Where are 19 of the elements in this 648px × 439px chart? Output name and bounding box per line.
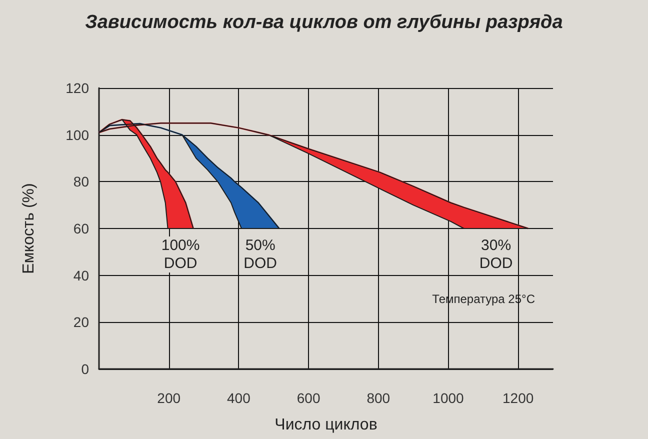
x-tick-label: 1000 [432, 390, 464, 406]
y-tick-label: 80 [73, 174, 90, 190]
x-tick-label: 800 [366, 390, 390, 406]
x-axis-title: Число циклов [274, 416, 378, 434]
series-label: 30% DOD [479, 237, 513, 272]
series-label: 100% DOD [161, 237, 200, 272]
x-tick-label: 400 [227, 390, 251, 406]
series-label: 50% DOD [244, 237, 278, 272]
y-tick-label: 120 [66, 80, 90, 96]
y-tick-label: 100 [66, 126, 90, 143]
y-tick-label: 0 [81, 361, 90, 377]
y-tick-label: 20 [73, 314, 90, 330]
chart-title: Зависимость кол-ва циклов от глубины разряда [85, 12, 564, 33]
x-tick-label: 1200 [502, 390, 534, 406]
y-tick-label: 60 [73, 220, 90, 236]
x-tick-label: 600 [296, 390, 320, 406]
y-axis-title: Емкость (%) [20, 183, 38, 274]
x-tick-label: 200 [157, 390, 181, 406]
y-tick-label: 40 [73, 267, 90, 284]
